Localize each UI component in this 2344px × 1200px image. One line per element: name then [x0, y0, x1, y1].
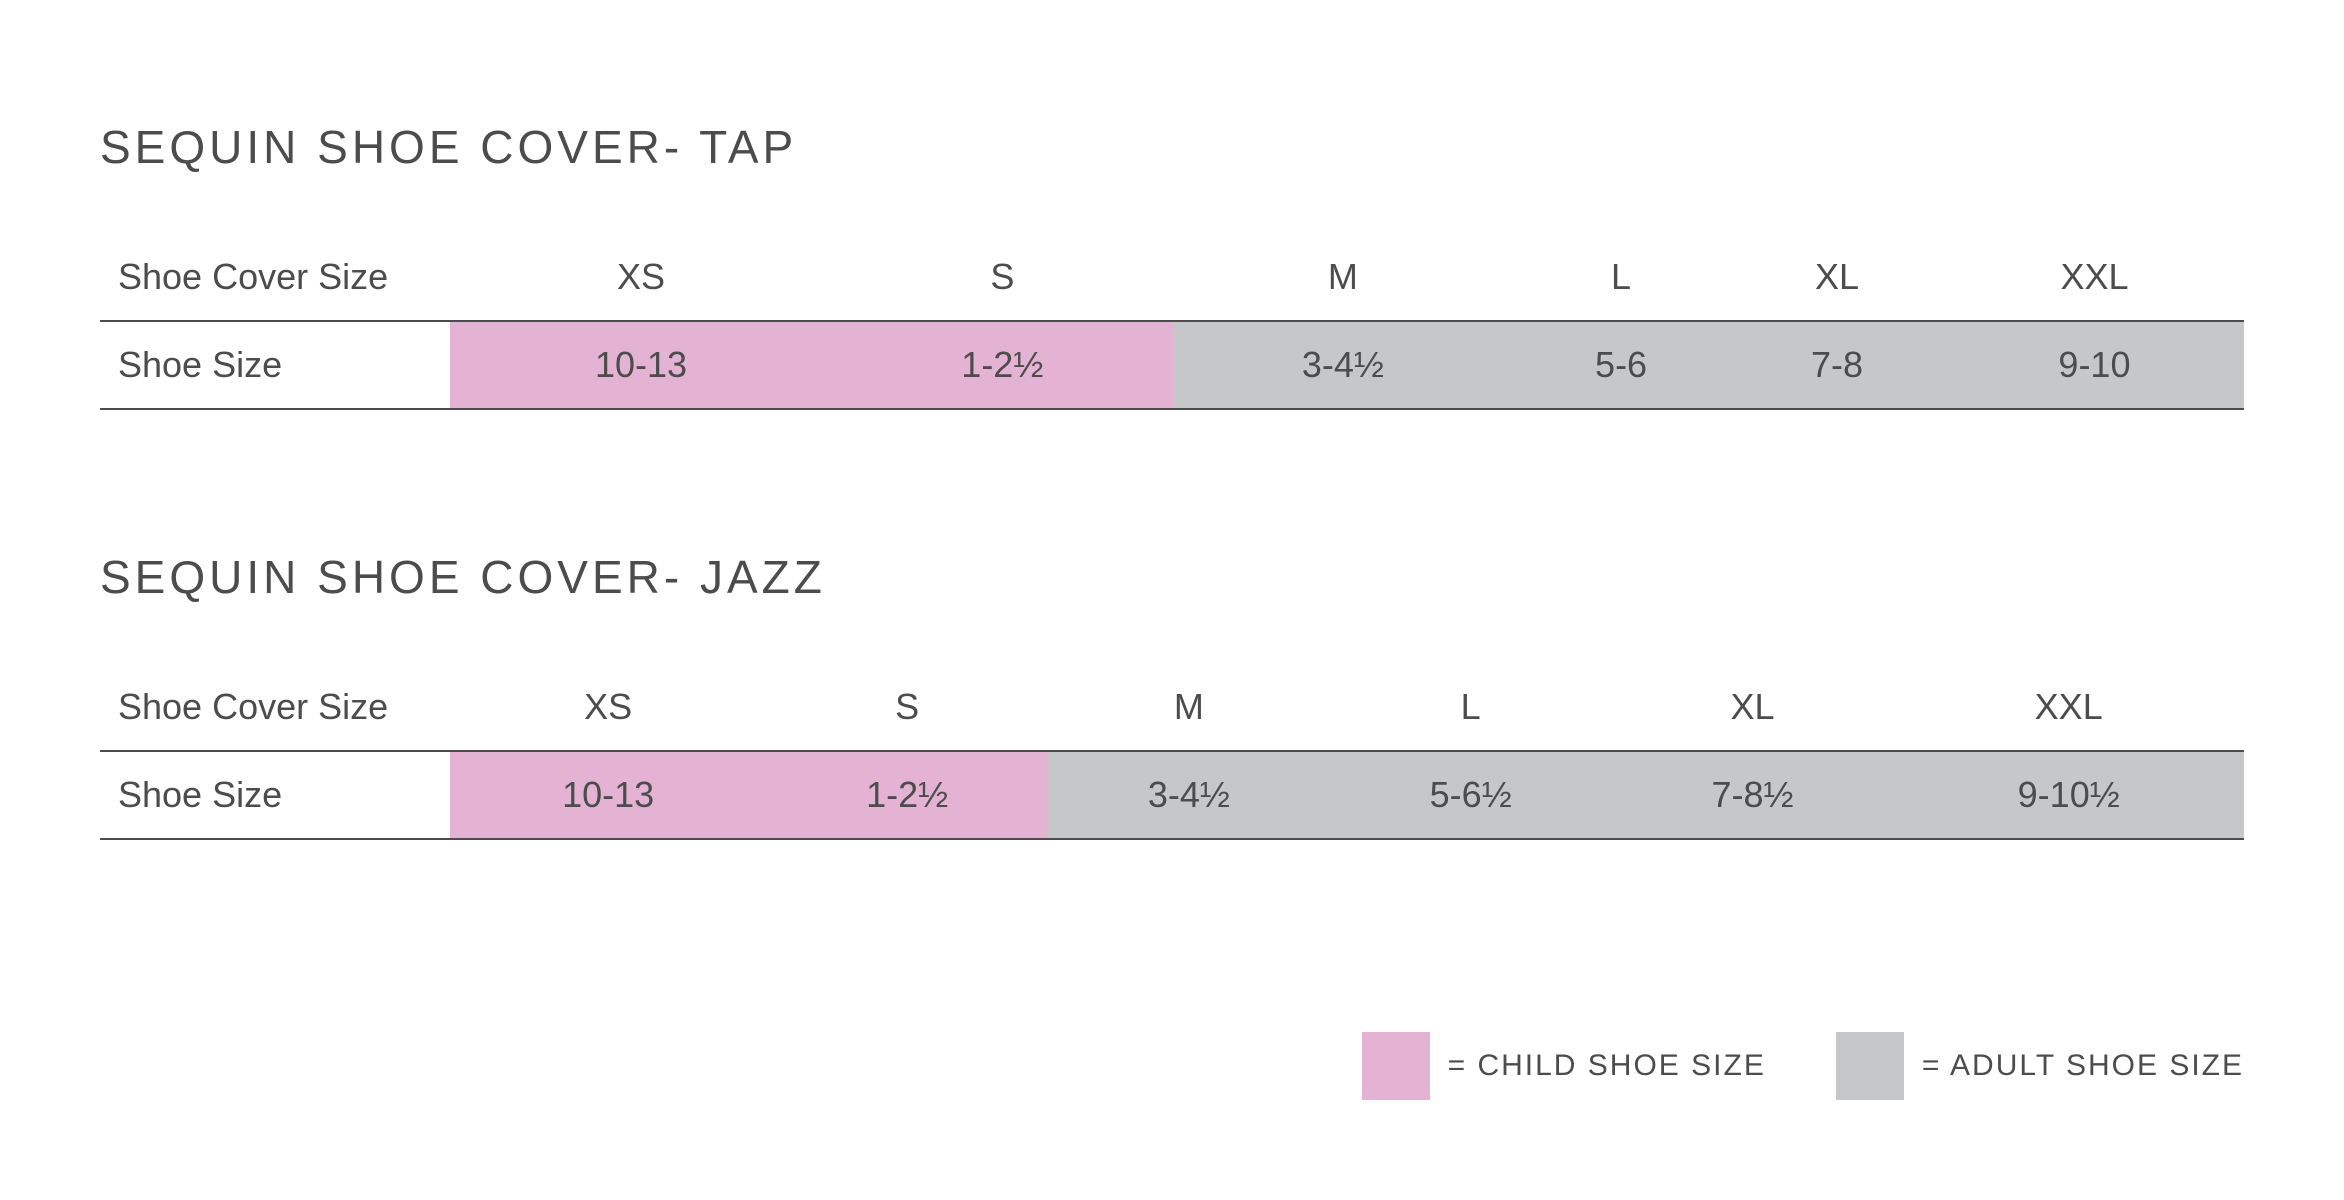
header-label: Shoe Cover Size — [100, 234, 450, 321]
header-label: Shoe Cover Size — [100, 664, 450, 751]
cell-s: 1-2½ — [766, 751, 1048, 839]
col-m: M — [1048, 664, 1330, 751]
legend-item-child: = CHILD SHOE SIZE — [1362, 1032, 1766, 1100]
size-chart-tap: Shoe Cover Size XS S M L XL XXL Shoe Siz… — [100, 234, 2244, 410]
col-xxl: XXL — [1893, 664, 2244, 751]
table-row: Shoe Size 10-13 1-2½ 3-4½ 5-6 7-8 9-10 — [100, 321, 2244, 409]
legend-label-child: = CHILD SHOE SIZE — [1448, 1049, 1766, 1083]
col-m: M — [1173, 234, 1514, 321]
legend-label-adult: = ADULT SHOE SIZE — [1922, 1049, 2244, 1083]
section-title-tap: SEQUIN SHOE COVER- TAP — [100, 120, 2244, 174]
col-l: L — [1513, 234, 1729, 321]
cell-xs: 10-13 — [450, 751, 766, 839]
cell-xl: 7-8½ — [1612, 751, 1894, 839]
size-chart-jazz: Shoe Cover Size XS S M L XL XXL Shoe Siz… — [100, 664, 2244, 840]
cell-s: 1-2½ — [832, 321, 1173, 409]
table-header-row: Shoe Cover Size XS S M L XL XXL — [100, 234, 2244, 321]
legend: = CHILD SHOE SIZE = ADULT SHOE SIZE — [1362, 1032, 2244, 1100]
col-xs: XS — [450, 664, 766, 751]
swatch-adult — [1836, 1032, 1904, 1100]
cell-xl: 7-8 — [1729, 321, 1945, 409]
swatch-child — [1362, 1032, 1430, 1100]
cell-xxl: 9-10½ — [1893, 751, 2244, 839]
cell-m: 3-4½ — [1048, 751, 1330, 839]
page: SEQUIN SHOE COVER- TAP Shoe Cover Size X… — [0, 0, 2344, 1200]
col-xxl: XXL — [1945, 234, 2244, 321]
cell-l: 5-6 — [1513, 321, 1729, 409]
cell-xs: 10-13 — [450, 321, 832, 409]
col-l: L — [1330, 664, 1612, 751]
cell-m: 3-4½ — [1173, 321, 1514, 409]
legend-item-adult: = ADULT SHOE SIZE — [1836, 1032, 2244, 1100]
col-xs: XS — [450, 234, 832, 321]
cell-l: 5-6½ — [1330, 751, 1612, 839]
section-title-jazz: SEQUIN SHOE COVER- JAZZ — [100, 550, 2244, 604]
row-label: Shoe Size — [100, 321, 450, 409]
col-s: S — [832, 234, 1173, 321]
cell-xxl: 9-10 — [1945, 321, 2244, 409]
table-row: Shoe Size 10-13 1-2½ 3-4½ 5-6½ 7-8½ 9-10… — [100, 751, 2244, 839]
col-s: S — [766, 664, 1048, 751]
col-xl: XL — [1612, 664, 1894, 751]
table-header-row: Shoe Cover Size XS S M L XL XXL — [100, 664, 2244, 751]
row-label: Shoe Size — [100, 751, 450, 839]
col-xl: XL — [1729, 234, 1945, 321]
